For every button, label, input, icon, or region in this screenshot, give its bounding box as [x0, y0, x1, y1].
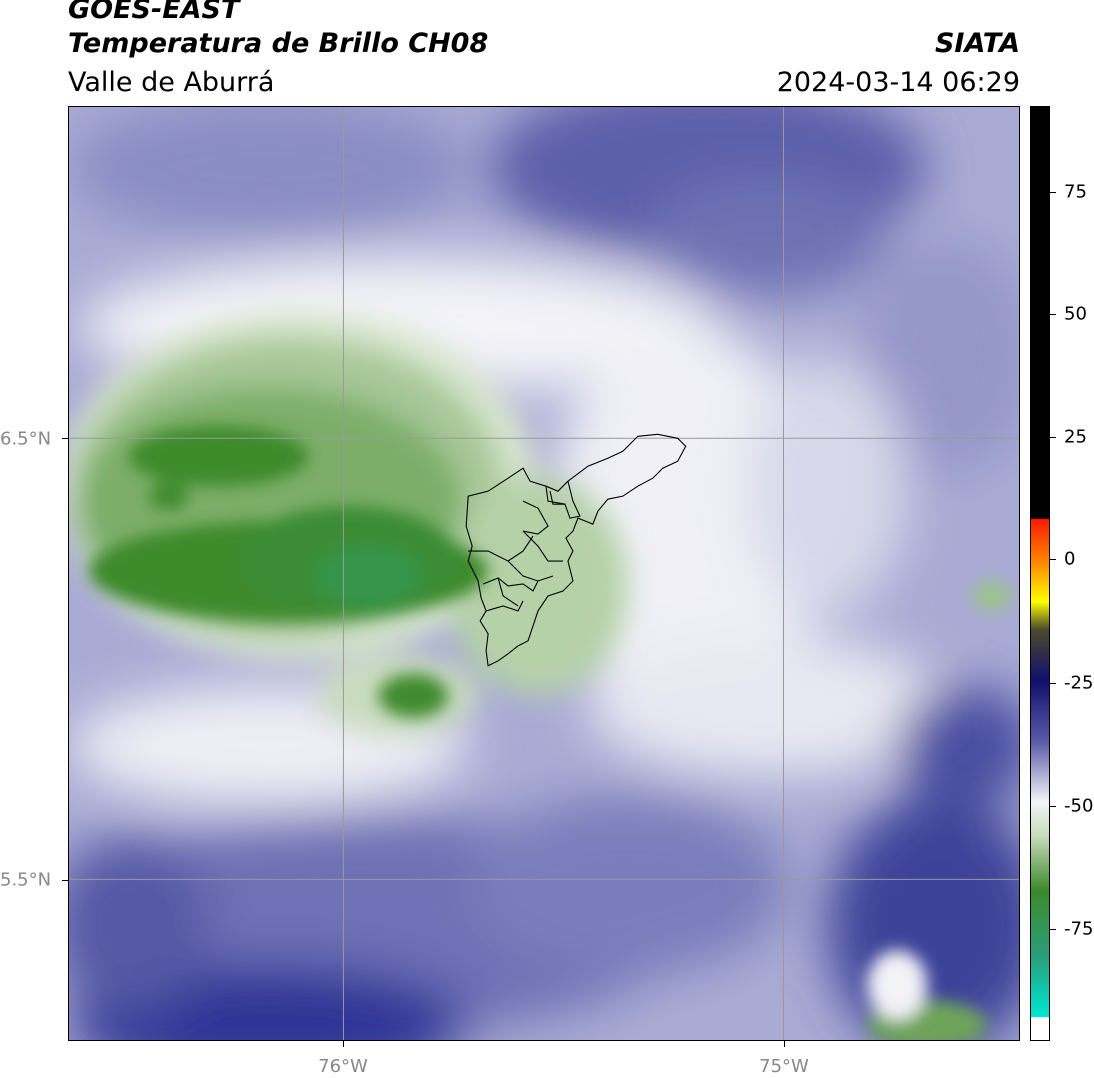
region-title: Valle de Aburrá	[68, 67, 275, 98]
agency-label: SIATA	[934, 28, 1020, 59]
colorbar-tick	[1050, 192, 1056, 193]
satellite-title: GOES-EAST	[68, 0, 240, 25]
lon-tick	[343, 1041, 344, 1047]
lat-label-6.5: 6.5°N	[0, 428, 52, 450]
colorbar-label-minus75: -75	[1064, 918, 1094, 940]
colorbar-tick	[1050, 314, 1056, 315]
colorbar-tick	[1050, 683, 1056, 684]
brightness-temperature-field	[69, 107, 1019, 1040]
colorbar-label-minus25: -25	[1064, 672, 1094, 694]
graticule	[69, 107, 1019, 1040]
datetime-label: 2024-03-14 06:29	[776, 67, 1020, 98]
colorbar-tick	[1050, 806, 1056, 807]
municipal-boundaries	[465, 433, 687, 667]
colorbar-gradient	[1031, 107, 1049, 1040]
lon-label-75: 75°W	[759, 1056, 809, 1077]
lon-tick	[784, 1041, 785, 1047]
colorbar-label-25: 25	[1064, 426, 1087, 448]
colorbar-label-minus50: -50	[1064, 795, 1094, 817]
colorbar-tick	[1050, 437, 1056, 438]
product-title: Temperatura de Brillo CH08	[68, 28, 489, 59]
lat-tick	[62, 880, 68, 881]
lat-tick	[62, 438, 68, 439]
colorbar-label-50: 50	[1064, 303, 1087, 325]
satellite-map[interactable]	[68, 106, 1020, 1041]
colorbar-tick	[1050, 559, 1056, 560]
lat-label-5.5: 5.5°N	[0, 869, 52, 891]
colorbar-label-75: 75	[1064, 181, 1087, 203]
colorbar-label-0: 0	[1064, 548, 1076, 570]
lon-label-76: 76°W	[318, 1056, 368, 1077]
colorbar-tick	[1050, 929, 1056, 930]
colorbar	[1030, 106, 1050, 1041]
